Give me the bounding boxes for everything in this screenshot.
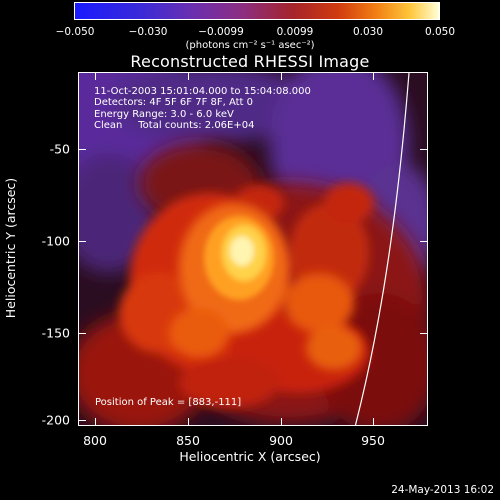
x-tick [373, 418, 374, 426]
y-tick-label: -100 [41, 233, 70, 249]
rhessi-image [78, 72, 428, 426]
info-detectors: Detectors: 4F 5F 6F 7F 8F, Att 0 [94, 97, 254, 109]
info-time-range: 11-Oct-2003 15:01:04.000 to 15:04:08.000 [94, 86, 311, 97]
colorbar-tick-label: −0.030 [128, 26, 168, 38]
timestamp: 24-May-2013 16:02 [391, 484, 494, 496]
x-axis-title: Heliocentric X (arcsec) [179, 449, 321, 464]
y-tick [78, 420, 86, 421]
x-tick-label: 800 [83, 433, 107, 448]
peak-position: Position of Peak = [883,-111] [95, 397, 242, 408]
solar-flare-map [79, 73, 427, 425]
x-tick-label: 900 [269, 433, 293, 448]
colorbar [74, 2, 440, 20]
info-energy-range: Energy Range: 3.0 - 6.0 keV [94, 108, 234, 120]
y-axis-title: Heliocentric Y (arcsec) [3, 177, 18, 319]
x-tick-label: 950 [361, 433, 385, 448]
x-tick [188, 72, 189, 80]
image-title: Reconstructed RHESSI Image [130, 52, 370, 71]
y-tick [78, 333, 86, 334]
x-tick [188, 418, 189, 426]
colorbar-tick-label: −0.0099 [198, 26, 244, 38]
x-tick [95, 72, 96, 80]
y-tick [420, 149, 428, 150]
info-total-counts: Clean Total counts: 2.06E+04 [94, 119, 255, 131]
y-tick [420, 333, 428, 334]
x-tick [373, 72, 374, 80]
x-tick [95, 418, 96, 426]
x-tick [281, 72, 282, 80]
colorbar-tick-label: 0.0099 [276, 26, 314, 38]
x-tick [281, 418, 282, 426]
x-tick-label: 850 [176, 433, 200, 448]
colorbar-tick-label: 0.030 [352, 26, 384, 38]
y-tick [78, 241, 86, 242]
y-tick-label: -200 [41, 412, 70, 428]
colorbar-units: (photons cm⁻² s⁻¹ asec⁻²) [185, 40, 315, 51]
colorbar-tick-label: 0.050 [424, 26, 456, 38]
y-tick [420, 241, 428, 242]
colorbar-tick-label: −0.050 [55, 26, 95, 38]
observation-info: 11-Oct-2003 15:01:04.000 to 15:04:08.000… [94, 86, 311, 131]
y-tick-label: -50 [49, 141, 70, 157]
colorbar-gradient [75, 3, 439, 19]
y-tick [78, 149, 86, 150]
y-tick-label: -150 [41, 325, 70, 341]
